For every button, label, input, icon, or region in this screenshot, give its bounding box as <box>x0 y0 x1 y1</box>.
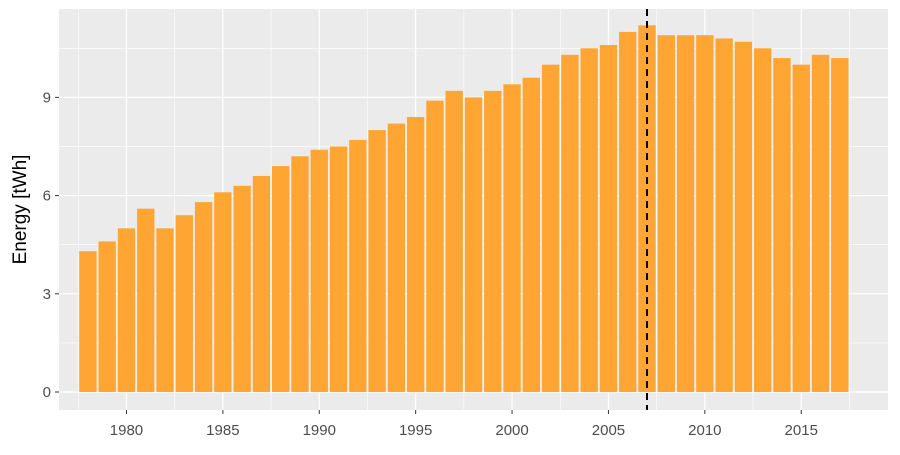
bar <box>561 54 579 392</box>
bar <box>657 35 675 392</box>
y-tick-label: 9 <box>43 89 51 106</box>
y-axis-title: Energy [tWh] <box>10 155 31 265</box>
bar <box>676 35 695 392</box>
bar <box>445 90 463 392</box>
bar <box>368 130 386 392</box>
bar <box>773 58 791 392</box>
bar <box>175 215 193 392</box>
x-tick-label: 2010 <box>688 422 721 439</box>
bar <box>272 166 290 392</box>
bar <box>831 58 849 392</box>
x-tick-label: 2000 <box>495 422 528 439</box>
bar <box>792 64 810 392</box>
bar <box>252 175 271 392</box>
x-tick-label: 2005 <box>592 422 625 439</box>
y-tick-label: 0 <box>43 384 51 401</box>
bar <box>696 35 714 392</box>
bar <box>156 228 174 392</box>
bar <box>291 156 309 392</box>
x-tick-label: 1985 <box>206 422 239 439</box>
x-tick-label: 2015 <box>785 422 818 439</box>
bar <box>503 84 521 392</box>
bar <box>599 45 618 392</box>
y-tick-label: 6 <box>43 188 51 205</box>
bar <box>484 90 502 392</box>
bar <box>541 64 560 392</box>
bar <box>194 202 213 392</box>
y-axis-ticks: 0 3 6 9 <box>43 89 59 401</box>
x-tick-label: 1990 <box>303 422 336 439</box>
bar <box>79 251 97 392</box>
bar <box>715 38 733 392</box>
bar <box>734 41 753 392</box>
y-tick-label: 3 <box>43 286 51 303</box>
bar <box>310 149 328 392</box>
bar <box>387 123 406 392</box>
bar <box>117 228 136 392</box>
bar <box>214 192 232 392</box>
bar <box>98 241 116 392</box>
bar <box>329 146 348 392</box>
bar <box>619 31 637 392</box>
x-tick-label: 1980 <box>110 422 143 439</box>
bar <box>580 48 598 392</box>
bar <box>754 48 772 392</box>
bar <box>638 25 656 392</box>
x-tick-label: 1995 <box>399 422 432 439</box>
bar <box>522 77 541 392</box>
bar <box>137 208 155 392</box>
x-axis-ticks: 1980 1985 1990 1995 2000 2005 2010 2015 <box>110 410 818 439</box>
bar <box>349 139 367 392</box>
bar <box>426 100 444 392</box>
bar <box>233 185 251 392</box>
bar <box>406 117 425 392</box>
bars <box>79 25 849 392</box>
bar <box>811 54 830 392</box>
bar <box>464 97 483 392</box>
